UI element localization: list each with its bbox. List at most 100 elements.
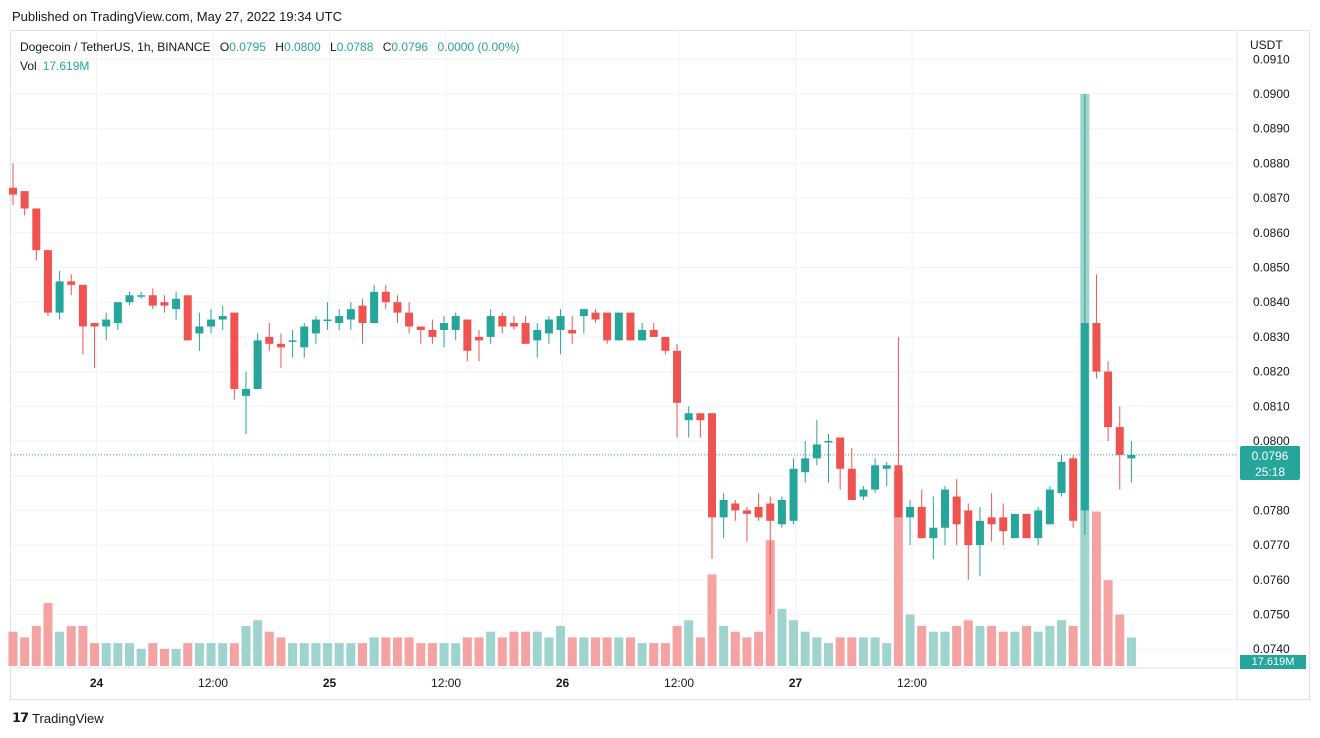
candle-down bbox=[731, 503, 740, 511]
candle-up bbox=[335, 316, 344, 324]
volume-bar bbox=[719, 625, 729, 666]
candle-down bbox=[649, 329, 658, 337]
candle-up bbox=[125, 295, 134, 303]
candle-up bbox=[719, 499, 728, 518]
candle-down bbox=[603, 312, 612, 341]
candle-down bbox=[230, 312, 239, 389]
symbol-title[interactable]: Dogecoin / TetherUS, 1h, BINANCE bbox=[20, 40, 211, 54]
x-tick-label: 27 bbox=[789, 676, 803, 690]
open-label-text: O bbox=[219, 40, 230, 54]
candle-down bbox=[952, 496, 961, 525]
volume-bar bbox=[858, 637, 868, 666]
candle-down bbox=[708, 413, 716, 518]
y-tick-label: 0.0880 bbox=[1253, 156, 1290, 170]
volume-bar bbox=[416, 643, 426, 666]
volume-bar bbox=[253, 620, 263, 666]
candle-up bbox=[824, 441, 833, 443]
volume-bar bbox=[241, 625, 251, 666]
volume-bar bbox=[392, 637, 402, 666]
candle-up bbox=[486, 316, 495, 337]
open-value: 0.0795 bbox=[229, 40, 266, 54]
price-unit[interactable]: USDT bbox=[1250, 38, 1283, 52]
y-tick-label: 0.0850 bbox=[1253, 261, 1290, 275]
volume-bar bbox=[451, 643, 461, 666]
volume-bar bbox=[660, 643, 670, 666]
high-label-text: H bbox=[275, 40, 284, 54]
volume-bar bbox=[789, 620, 799, 666]
volume-bar bbox=[381, 637, 391, 666]
close-value: 0.0796 bbox=[391, 40, 429, 54]
volume-bar bbox=[905, 614, 915, 666]
x-tick-label: 12:00 bbox=[431, 676, 461, 690]
candle-down bbox=[90, 323, 99, 327]
y-tick-label: 0.0820 bbox=[1253, 365, 1290, 379]
candle-up bbox=[253, 340, 262, 389]
candle-down bbox=[358, 305, 367, 324]
volume-bar bbox=[311, 643, 321, 666]
candle-down bbox=[521, 323, 530, 344]
low-label: L0.0788 bbox=[330, 40, 373, 54]
last-price-tag: 0.0796 25:18 bbox=[1240, 446, 1300, 480]
volume-bar bbox=[800, 631, 810, 666]
volume-bar bbox=[1033, 631, 1043, 666]
candle-up bbox=[1045, 489, 1054, 525]
candle-down bbox=[1022, 513, 1031, 539]
chart-frame[interactable] bbox=[10, 30, 1310, 700]
candle-up bbox=[370, 291, 379, 324]
volume-bar bbox=[579, 637, 589, 666]
volume-bar bbox=[276, 637, 286, 666]
volume-bar bbox=[427, 643, 437, 666]
volume-bar bbox=[695, 637, 705, 666]
volume-bar bbox=[893, 471, 903, 666]
y-tick-label: 0.0810 bbox=[1253, 399, 1290, 413]
footer-branding: 𝟭𝟳 TradingView bbox=[12, 710, 104, 726]
y-tick-label: 0.0910 bbox=[1253, 52, 1290, 66]
y-tick-label: 0.0900 bbox=[1253, 87, 1290, 101]
volume-bar bbox=[917, 625, 927, 666]
close-label-text: C bbox=[382, 40, 392, 54]
volume-bar bbox=[754, 631, 764, 666]
volume-bar bbox=[1057, 620, 1066, 666]
candle-up bbox=[440, 323, 449, 330]
volume-bar bbox=[1126, 637, 1136, 666]
volume-bar bbox=[136, 648, 146, 666]
volume-bar bbox=[1045, 625, 1055, 666]
candle-up bbox=[172, 298, 181, 310]
candle-down bbox=[276, 343, 285, 348]
candle-down bbox=[475, 336, 483, 341]
volume-bar bbox=[812, 637, 822, 666]
low-label-text: L bbox=[330, 40, 337, 54]
candle-down bbox=[428, 329, 437, 337]
candle-down bbox=[999, 517, 1008, 532]
candle-down bbox=[917, 506, 926, 539]
candle-down bbox=[1092, 323, 1101, 372]
volume-bar bbox=[159, 648, 169, 666]
volume-bar bbox=[206, 643, 216, 666]
volume-bar bbox=[264, 631, 274, 666]
volume-bar bbox=[439, 643, 449, 666]
candle-down bbox=[836, 437, 845, 469]
high-value: 0.0800 bbox=[283, 40, 321, 54]
volume-bar bbox=[544, 637, 554, 666]
candle-up bbox=[323, 319, 332, 322]
volume-bar bbox=[404, 637, 414, 666]
volume-bar bbox=[66, 625, 76, 666]
volume-bar bbox=[684, 620, 694, 666]
x-tick-label: 25 bbox=[323, 676, 337, 690]
x-tick-label: 12:00 bbox=[664, 676, 694, 690]
candle-up bbox=[929, 527, 938, 539]
candle-down bbox=[847, 468, 856, 500]
volume-bar bbox=[998, 631, 1008, 666]
volume-bar bbox=[101, 643, 111, 666]
candle-up bbox=[801, 458, 810, 473]
y-tick-label: 0.0890 bbox=[1253, 122, 1290, 136]
candle-up bbox=[242, 388, 250, 396]
candle-down bbox=[381, 291, 390, 303]
candle-up bbox=[533, 329, 542, 341]
candle-down bbox=[67, 281, 76, 285]
candle-down bbox=[160, 302, 169, 306]
candle-up bbox=[1010, 513, 1019, 539]
open-label: O0.0795 bbox=[220, 40, 266, 54]
volume-bar bbox=[928, 631, 938, 666]
